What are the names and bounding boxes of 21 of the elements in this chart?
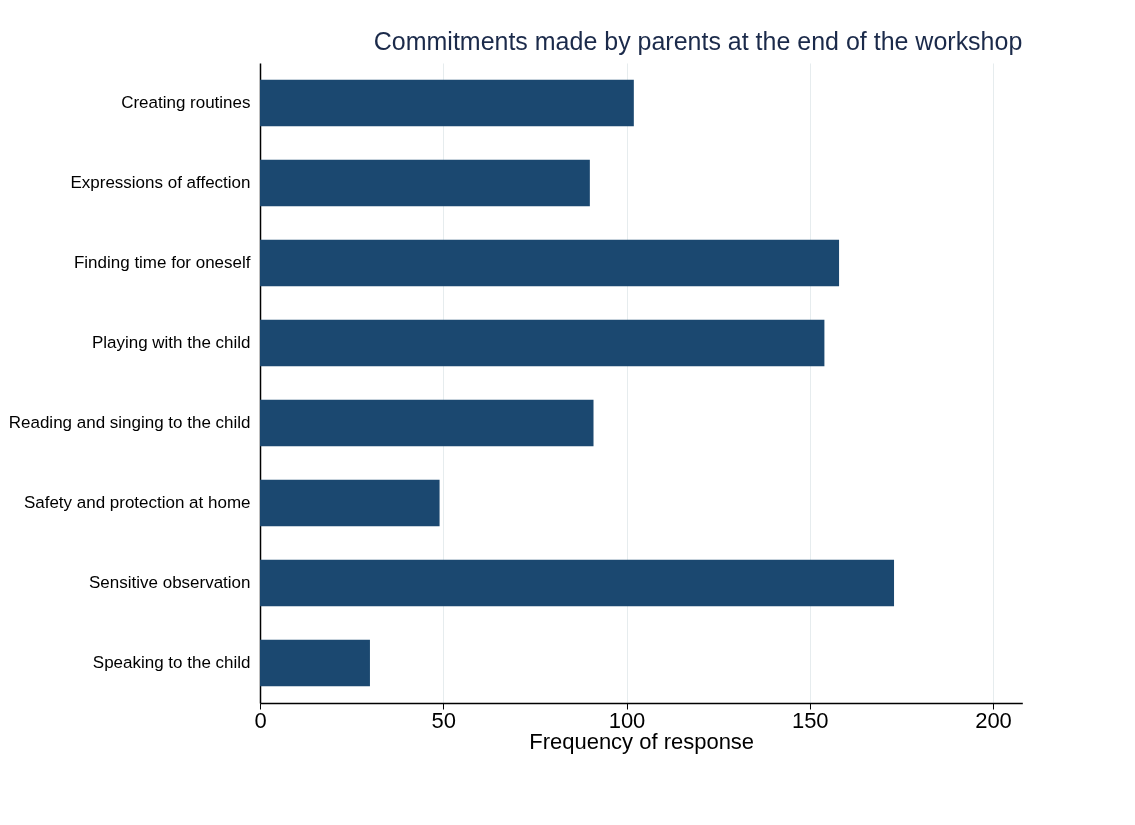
bar: [260, 319, 825, 367]
y-tick-label: Playing with the child: [91, 333, 251, 352]
bar: [260, 239, 840, 287]
x-tick-label: 150: [791, 708, 829, 734]
y-tick-label: Finding time for oneself: [73, 253, 251, 272]
bar: [260, 479, 440, 527]
y-tick-label: Reading and singing to the child: [8, 413, 251, 432]
bar: [260, 639, 370, 687]
y-tick-label: Safety and protection at home: [23, 493, 251, 512]
y-tick-label: Creating routines: [121, 93, 251, 112]
x-tick-label: 50: [431, 708, 456, 734]
y-tick-label: Sensitive observation: [89, 573, 251, 592]
x-tick-label: 0: [254, 708, 267, 734]
bar: [260, 559, 895, 607]
bar: [260, 79, 634, 127]
y-tick-label: Speaking to the child: [92, 653, 251, 672]
bar: [260, 399, 594, 447]
chart-title: Commitments made by parents at the end of the workshop: [373, 27, 1023, 55]
x-tick-label: 200: [975, 708, 1012, 734]
y-tick-label: Expressions of affection: [70, 173, 251, 192]
bar: [260, 159, 590, 207]
